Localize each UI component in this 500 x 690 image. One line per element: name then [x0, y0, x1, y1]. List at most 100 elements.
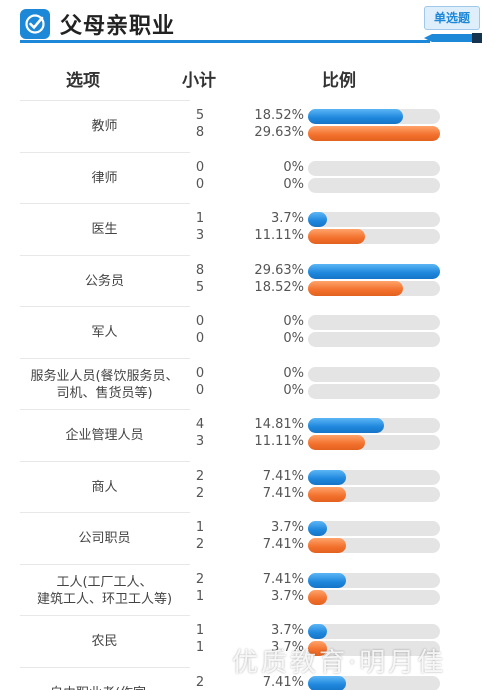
ratio-bar-fill — [308, 486, 346, 502]
option-label: 军人 — [22, 324, 187, 341]
column-header-subtotal: 小计 — [182, 71, 216, 91]
pen-icon — [424, 33, 482, 43]
ratio-bar-track — [308, 538, 440, 553]
row-divider — [20, 666, 190, 668]
question-header: 父母亲职业 单选题 — [0, 0, 500, 48]
ratio-bar-track — [308, 109, 440, 124]
table-row: 自由职业者(作家、 2 7.41% — [0, 666, 500, 690]
subtotal-count: 0 — [195, 159, 205, 175]
ratio-percent: 18.52% — [254, 108, 304, 123]
option-label-line: 自由职业者(作家、 — [22, 685, 187, 690]
ratio-percent: 3.7% — [270, 623, 304, 638]
subtotal-count: 1 — [195, 588, 205, 604]
ratio-percent: 18.52% — [254, 279, 304, 295]
table-row: 工人(工厂工人、 建筑工人、环卫工人等) 2 7.41% 1 3.7% — [0, 563, 500, 616]
subtotal-count: 8 — [195, 125, 205, 140]
subtotal-count: 2 — [195, 468, 205, 484]
ratio-bar-fill — [308, 280, 403, 296]
subtotal-count: 1 — [195, 520, 205, 535]
subtotal-count: 0 — [195, 176, 205, 192]
ratio-bar-track — [308, 383, 440, 399]
ratio-bar-track — [308, 280, 440, 296]
watermark: 优质教育·明月佳 — [232, 648, 447, 678]
ratio-percent: 14.81% — [254, 417, 304, 432]
ratio-bar-fill — [308, 229, 365, 244]
option-label: 公司职员 — [22, 530, 187, 547]
ratio-bar-fill — [308, 469, 346, 485]
ratio-bar-track — [308, 486, 440, 502]
table-row: 企业管理人员 4 14.81% 3 11.11% — [0, 409, 500, 461]
ratio-bar-track — [308, 641, 440, 656]
table-row: 商人 2 7.41% 2 7.41% — [0, 460, 500, 513]
question-type-tag: 单选题 — [424, 6, 480, 30]
subtotal-count: 1 — [195, 640, 205, 655]
ratio-percent: 7.41% — [262, 537, 304, 552]
row-divider — [20, 357, 190, 359]
ratio-bar-track — [308, 332, 440, 347]
ratio-bar-track — [308, 572, 440, 588]
table-row: 军人 0 0% 0 0% — [0, 306, 500, 358]
ratio-bar-track — [308, 675, 440, 690]
ratio-bar-track — [308, 126, 440, 141]
question-title: 父母亲职业 — [60, 14, 176, 39]
subtotal-count: 2 — [195, 571, 205, 587]
ratio-bar-track — [308, 366, 440, 382]
option-label-line: 教师 — [91, 119, 118, 134]
option-label-line: 医生 — [91, 222, 118, 237]
ratio-bar-fill — [308, 435, 365, 450]
ratio-bar-track — [308, 160, 440, 176]
row-divider — [20, 100, 190, 101]
ratio-bar-fill — [308, 641, 327, 656]
ratio-bar-fill — [308, 212, 327, 227]
option-label-line: 司机、售货员等) — [56, 385, 153, 401]
ratio-percent: 29.63% — [254, 262, 304, 278]
option-label-line: 公司职员 — [78, 531, 131, 546]
subtotal-count: 5 — [195, 108, 205, 123]
table-row: 公务员 8 29.63% 5 18.52% — [0, 254, 500, 307]
table-row: 律师 0 0% 0 0% — [0, 151, 500, 204]
subtotal-count: 4 — [195, 417, 205, 432]
ratio-bar-track — [308, 229, 440, 244]
ratio-bar-fill — [308, 418, 384, 433]
row-divider — [20, 512, 190, 513]
row-divider — [20, 460, 190, 462]
ratio-bar-fill — [308, 572, 346, 588]
ratio-percent: 0% — [283, 331, 304, 346]
table-row: 农民 1 3.7% 1 3.7% — [0, 615, 500, 667]
option-label-line: 服务业人员(餐饮服务员、 — [30, 368, 179, 384]
ratio-percent: 11.11% — [254, 434, 304, 449]
option-label-line: 建筑工人、环卫工人等) — [36, 591, 173, 607]
option-label-line: 商人 — [91, 479, 118, 495]
ratio-percent: 7.41% — [262, 571, 304, 587]
subtotal-count: 0 — [195, 382, 205, 398]
subtotal-count: 3 — [195, 434, 205, 449]
subtotal-count: 2 — [195, 674, 205, 690]
subtotal-count: 0 — [195, 365, 205, 381]
title-underline — [20, 40, 430, 43]
ratio-percent: 0% — [283, 382, 304, 398]
option-label: 律师 — [22, 170, 187, 187]
ratio-bar-fill — [308, 538, 346, 553]
ratio-percent: 7.41% — [262, 674, 304, 690]
ratio-percent: 3.7% — [270, 588, 304, 604]
ratio-percent: 7.41% — [262, 485, 304, 501]
option-label: 服务业人员(餐饮服务员、 司机、售货员等) — [22, 368, 187, 402]
ratio-bar-fill — [308, 263, 440, 279]
ratio-bar-fill — [308, 521, 327, 536]
ratio-bar-fill — [308, 109, 403, 124]
ratio-bar-track — [308, 177, 440, 193]
option-label-line: 农民 — [91, 634, 118, 649]
subtotal-count: 1 — [195, 623, 205, 638]
row-divider — [20, 203, 190, 204]
ratio-bar-track — [308, 521, 440, 536]
subtotal-count: 2 — [195, 485, 205, 501]
ratio-percent: 3.7% — [270, 211, 304, 226]
ratio-bar-fill — [308, 624, 327, 639]
ratio-bar-track — [308, 212, 440, 227]
row-divider — [20, 409, 190, 410]
row-divider — [20, 151, 190, 153]
ratio-bar-track — [308, 624, 440, 639]
ratio-bar-track — [308, 418, 440, 433]
column-header-ratio: 比例 — [322, 71, 356, 91]
ratio-bar-track — [308, 315, 440, 330]
